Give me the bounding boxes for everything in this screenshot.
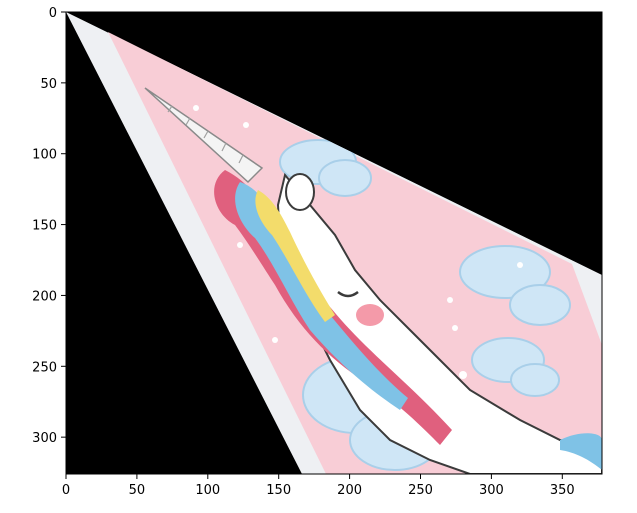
unicorn-horn xyxy=(144,87,264,184)
axes-frame xyxy=(65,11,603,475)
y-tick-label: 250 xyxy=(32,360,57,375)
y-tick-label: 150 xyxy=(32,219,57,234)
unicorn-eye xyxy=(337,290,359,298)
x-tick-label: 100 xyxy=(195,483,220,498)
y-axis: 0 50 100 150 200 250 300 xyxy=(32,6,66,446)
y-tick-label: 50 xyxy=(40,77,57,92)
x-tick-label: 250 xyxy=(408,483,433,498)
y-tick-label: 0 xyxy=(49,6,57,21)
image-area xyxy=(66,12,602,474)
x-axis: 0 50 100 150 200 250 300 350 xyxy=(62,474,575,498)
x-tick-label: 0 xyxy=(62,483,70,498)
unicorn-cheek xyxy=(356,304,384,326)
y-tick-label: 100 xyxy=(32,148,57,163)
x-tick-label: 350 xyxy=(550,483,575,498)
x-tick-label: 50 xyxy=(129,483,146,498)
x-tick-label: 150 xyxy=(266,483,291,498)
unicorn-ear xyxy=(285,173,315,211)
unicorn-mane-yellow xyxy=(255,190,335,322)
stars xyxy=(193,105,523,379)
x-tick-label: 300 xyxy=(479,483,504,498)
unicorn-tail xyxy=(560,433,602,470)
x-tick-label: 200 xyxy=(337,483,362,498)
y-tick-label: 200 xyxy=(32,289,57,304)
y-tick-label: 300 xyxy=(32,431,57,446)
